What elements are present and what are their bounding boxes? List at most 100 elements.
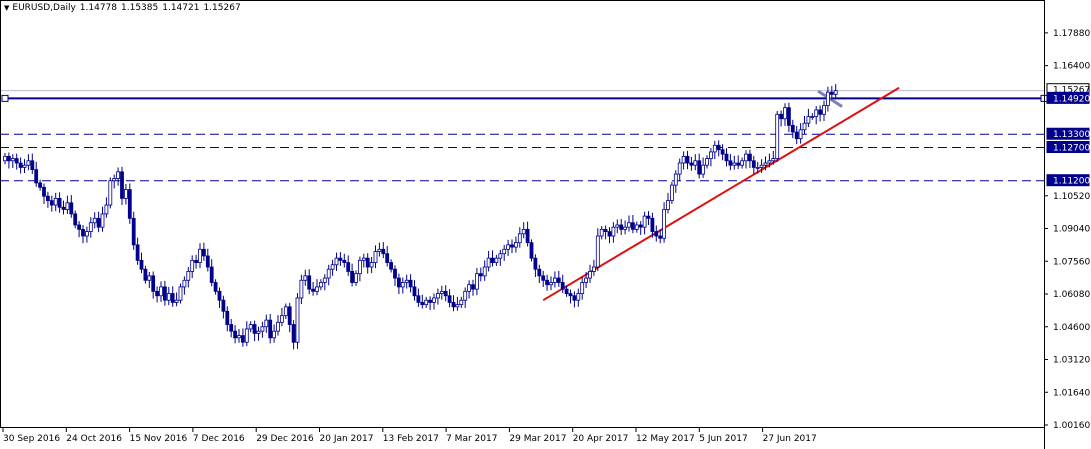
candle-81	[318, 279, 323, 291]
candle-131	[514, 236, 518, 253]
candle-56	[221, 295, 226, 319]
candle-197	[771, 150, 776, 165]
candle-83	[326, 264, 331, 286]
candle-151	[592, 259, 596, 276]
candle-150	[588, 264, 592, 284]
candle-75	[295, 293, 300, 349]
price-label-box-1.11200	[1046, 174, 1090, 187]
price-label-box-1.14920	[1046, 91, 1090, 104]
candle-112	[439, 285, 444, 300]
chart-header: ▼ EURUSD,Daily 1.14778 1.15385 1.14721 1.1526…	[4, 3, 245, 13]
candle-29	[116, 167, 120, 186]
candle-209	[818, 105, 822, 122]
candle-123	[482, 260, 487, 281]
candle-78	[307, 269, 312, 295]
close-value: 1.15267	[203, 3, 241, 13]
x-tick-label-5: 20 Jan 2017	[320, 434, 374, 444]
candle-161	[631, 215, 635, 234]
x-tick-label-9: 20 Apr 2017	[573, 434, 629, 444]
x-tick-label-4: 29 Dec 2016	[256, 434, 314, 444]
candle-91	[357, 256, 362, 282]
candle-54	[213, 279, 218, 295]
candle-39	[155, 286, 160, 303]
candle-137	[537, 264, 542, 284]
high-value: 1.15385	[121, 3, 159, 13]
candle-213	[833, 84, 838, 100]
candle-153	[599, 226, 604, 240]
candle-79	[311, 281, 316, 296]
price-label-1.14920: 1.14920	[1053, 94, 1090, 104]
candle-168	[658, 229, 663, 244]
candle-72	[283, 303, 288, 320]
candle-95	[373, 245, 378, 269]
candle-34	[135, 237, 140, 265]
line-handle-left[interactable]	[1, 94, 9, 102]
candle-139	[545, 274, 549, 291]
candle-5	[22, 159, 27, 173]
candle-62	[244, 321, 249, 347]
price-levels	[0, 90, 1048, 182]
candle-191	[748, 149, 752, 168]
candle-187	[732, 155, 737, 170]
candle-190	[744, 150, 748, 169]
chart-menu-triangle-icon[interactable]: ▼	[4, 4, 10, 12]
candle-122	[478, 267, 483, 282]
x-tick-label-6: 13 Feb 2017	[383, 434, 439, 444]
candle-136	[533, 254, 538, 277]
candle-70	[276, 315, 280, 336]
candle-33	[131, 211, 136, 250]
candle-176	[689, 156, 694, 171]
candle-16	[65, 195, 70, 214]
candle-212	[829, 86, 834, 100]
candle-98	[385, 245, 390, 267]
candle-124	[486, 250, 491, 272]
candle-135	[529, 239, 534, 262]
price-axis: 1.17880 1.16400 1.10520 1.09040 1.07560 1.060…	[1044, 29, 1090, 431]
time-axis: 30 Sep 2016 24 Oct 2016 15 Nov 2016 7 Dec 2…	[2, 428, 817, 444]
candle-172	[673, 170, 678, 193]
candle-73	[287, 302, 292, 333]
candle-141	[553, 271, 557, 288]
selected-object-marker[interactable]	[817, 89, 843, 108]
candle-76	[299, 274, 304, 305]
candle-35	[139, 252, 144, 274]
candle-210	[822, 100, 826, 121]
candle-64	[252, 320, 257, 342]
candle-65	[256, 326, 261, 341]
x-tick-label-12: 27 Jun 2017	[763, 434, 817, 444]
candle-179	[701, 157, 705, 178]
candle-132	[517, 227, 522, 248]
symbol-timeframe: EURUSD,Daily	[12, 3, 76, 13]
candle-24	[96, 211, 101, 233]
candle-108	[424, 296, 429, 308]
candle-159	[623, 220, 627, 235]
candle-46	[182, 276, 187, 295]
support-trendline[interactable]	[542, 86, 900, 302]
candle-194	[759, 159, 764, 173]
candle-147	[576, 288, 581, 307]
candle-208	[814, 106, 819, 125]
y-tick-label-7: 1.03120	[1053, 356, 1090, 366]
candle-66	[260, 321, 265, 338]
candle-207	[810, 113, 815, 120]
price-label-1.11200: 1.11200	[1053, 177, 1090, 187]
candles	[3, 84, 838, 350]
x-tick-label-10: 12 May 2017	[636, 434, 695, 444]
candle-105	[412, 280, 417, 301]
candle-206	[806, 108, 811, 128]
candle-38	[151, 271, 156, 299]
candle-121	[474, 268, 479, 296]
candle-12	[49, 195, 54, 212]
candle-49	[194, 254, 199, 269]
y-tick-label-9: 1.00160	[1053, 421, 1090, 431]
candle-160	[627, 215, 631, 232]
candle-20	[81, 224, 85, 244]
candle-26	[104, 197, 109, 218]
candle-4	[18, 157, 23, 174]
candle-102	[400, 277, 405, 294]
candle-200	[783, 103, 787, 126]
candle-204	[798, 123, 803, 144]
candle-118	[463, 287, 468, 308]
candle-43	[170, 286, 175, 307]
